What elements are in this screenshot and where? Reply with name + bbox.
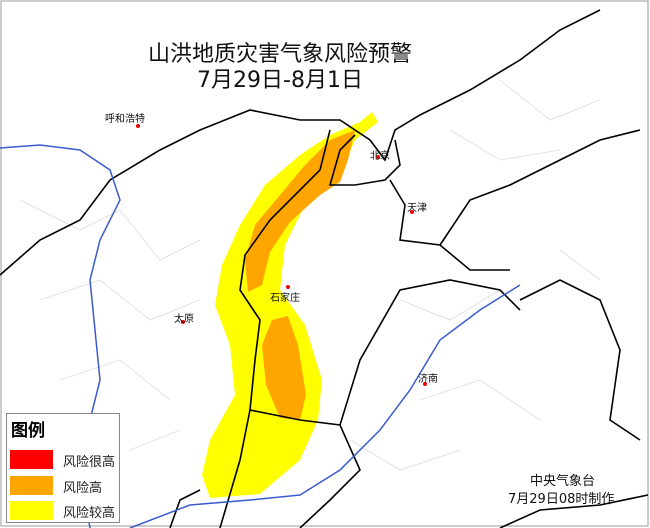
city-label-shijiazhuang: 石家庄 (270, 293, 300, 304)
legend-swatch-higher (10, 501, 53, 520)
risk-area-high-south (262, 316, 306, 420)
credit-issued: 7月29日08时制作 (508, 492, 615, 507)
city-label-hohhot: 呼和浩特 (105, 114, 145, 125)
legend-label-very-high: 风险很高 (63, 455, 116, 470)
city-label-beijing: 北京 (370, 151, 390, 162)
legend-label-high: 风险高 (63, 481, 103, 496)
province-boundaries (0, 9, 649, 528)
city-label-taiyuan: 太原 (174, 314, 194, 325)
risk-area-high-north (245, 130, 355, 292)
risk-area-higher (202, 112, 378, 498)
city-label-tianjin: 天津 (407, 203, 427, 214)
city-markers (136, 124, 427, 386)
credit-agency: 中央气象台 (530, 474, 596, 489)
legend-label-higher: 风险较高 (63, 506, 116, 521)
city-label-jinan: 济南 (418, 374, 438, 385)
legend-swatch-very-high (10, 450, 53, 469)
legend: 图例 风险很高 风险高 风险较高 (6, 413, 120, 523)
legend-swatch-high (10, 476, 53, 495)
legend-title: 图例 (11, 421, 45, 441)
county-boundaries (19, 79, 601, 471)
map-title: 山洪地质灾害气象风险预警 (147, 42, 412, 67)
map-subtitle: 7月29日-8月1日 (197, 68, 363, 93)
